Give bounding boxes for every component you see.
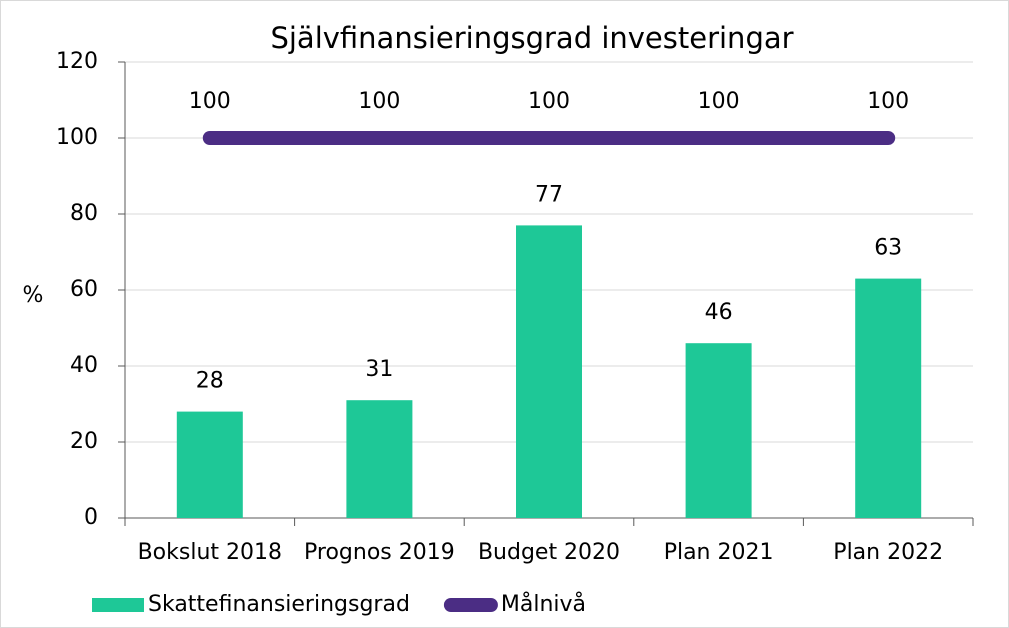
data-label: 100 bbox=[358, 89, 400, 114]
y-tick-label: 0 bbox=[84, 505, 98, 530]
data-label: 46 bbox=[705, 300, 733, 325]
data-label: 100 bbox=[528, 89, 570, 114]
legend-label: Målnivå bbox=[501, 591, 586, 617]
bar bbox=[346, 400, 413, 518]
bar bbox=[685, 343, 752, 518]
x-tick-label: Plan 2021 bbox=[664, 540, 774, 565]
x-tick-label: Bokslut 2018 bbox=[138, 540, 282, 565]
bar bbox=[176, 411, 243, 518]
chart-title: Självfinansieringsgrad investeringar bbox=[270, 21, 793, 55]
x-tick-label: Plan 2022 bbox=[833, 540, 943, 565]
data-label: 63 bbox=[874, 236, 902, 261]
data-label: 31 bbox=[365, 357, 393, 382]
legend-swatch bbox=[92, 598, 144, 612]
x-tick-label: Prognos 2019 bbox=[304, 540, 455, 565]
y-tick-label: 80 bbox=[70, 201, 98, 226]
data-label: 77 bbox=[535, 182, 563, 207]
y-axis-label: % bbox=[23, 283, 44, 308]
data-label: 100 bbox=[189, 89, 231, 114]
bar bbox=[855, 278, 922, 518]
y-tick-label: 120 bbox=[56, 49, 98, 74]
y-tick-label: 20 bbox=[70, 429, 98, 454]
y-tick-label: 100 bbox=[56, 125, 98, 150]
data-label: 28 bbox=[196, 369, 224, 394]
data-label: 100 bbox=[698, 89, 740, 114]
legend-label: Skattefinansieringsgrad bbox=[148, 592, 410, 617]
x-tick-label: Budget 2020 bbox=[478, 540, 620, 565]
data-label: 100 bbox=[867, 89, 909, 114]
y-tick-label: 60 bbox=[70, 277, 98, 302]
bar bbox=[516, 225, 582, 518]
y-tick-label: 40 bbox=[70, 353, 98, 378]
